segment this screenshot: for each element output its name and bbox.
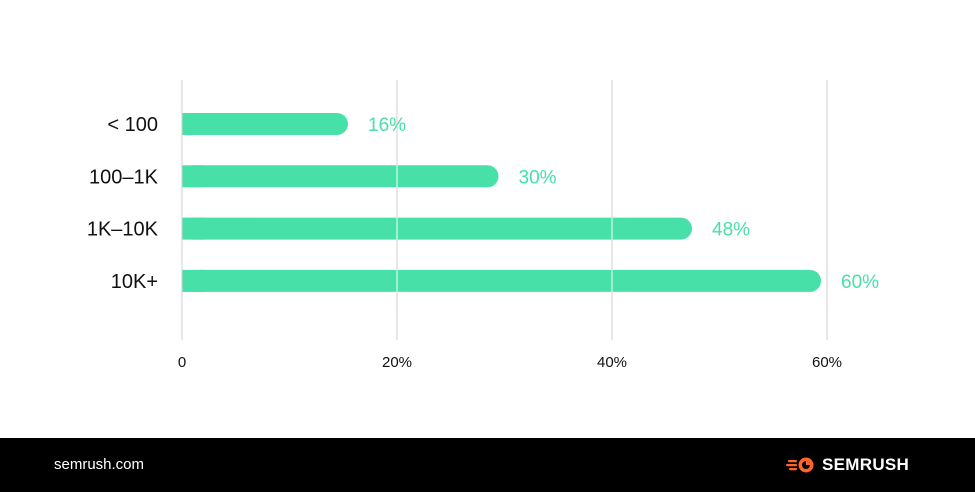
bar	[182, 217, 692, 240]
x-tick-label: 60%	[812, 354, 842, 371]
bar	[182, 269, 821, 292]
x-tick-label: 20%	[382, 354, 412, 371]
x-tick-label: 0	[178, 354, 186, 371]
category-label: 100–1K	[89, 166, 159, 188]
data-label: 30%	[519, 167, 557, 188]
bar-left-cap	[182, 113, 204, 135]
semrush-logo-icon	[786, 457, 814, 473]
bar-left-cap	[182, 217, 204, 240]
data-label: 60%	[841, 272, 879, 293]
semrush-logo-text: SEMRUSH	[822, 455, 910, 474]
footer-bar: semrush.com SEMRUSH	[0, 438, 975, 492]
x-tick-label: 40%	[597, 354, 627, 371]
semrush-logo[interactable]: SEMRUSH	[786, 454, 909, 476]
footer-site-link[interactable]: semrush.com	[54, 456, 145, 473]
data-label: 16%	[368, 115, 406, 136]
category-label: 10K+	[111, 271, 158, 293]
bars-group	[182, 113, 821, 292]
bar-left-cap	[182, 269, 204, 292]
bar-left-cap	[182, 165, 204, 188]
bar	[182, 113, 348, 135]
bar	[182, 165, 499, 188]
category-label: 1K–10K	[87, 219, 159, 241]
gridlines-group	[396, 80, 828, 340]
category-label: < 100	[107, 114, 158, 136]
bar-chart: < 100 100–1K 1K–10K 10K+ 16% 30% 48% 60% 0 20% 40%…	[87, 80, 879, 371]
data-label: 48%	[712, 220, 750, 241]
